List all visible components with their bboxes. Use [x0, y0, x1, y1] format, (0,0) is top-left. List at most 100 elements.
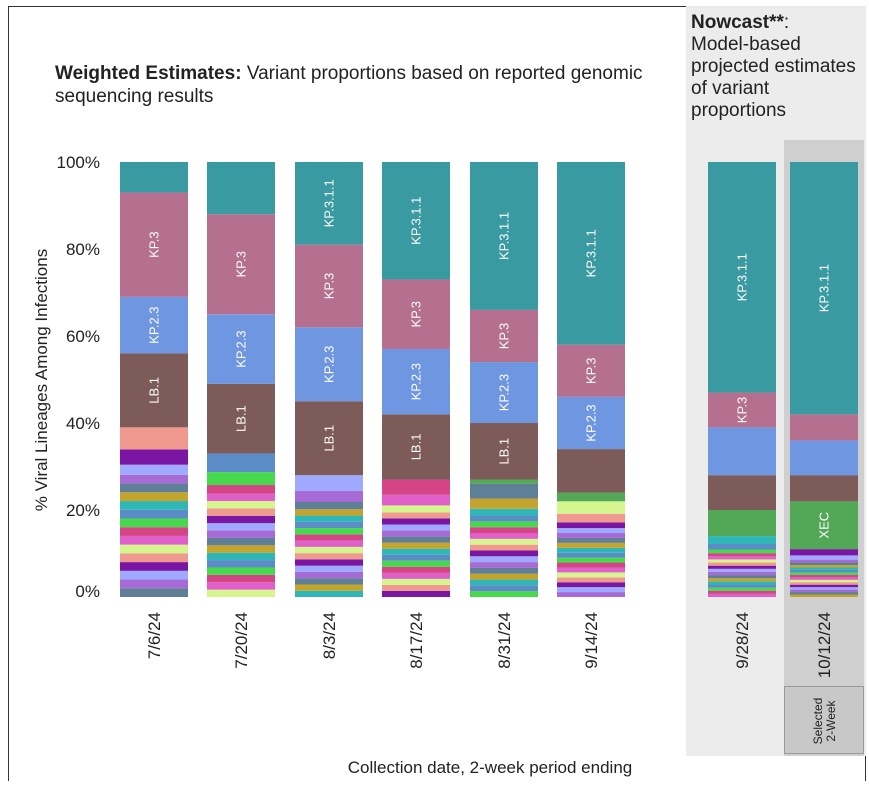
bar-data-label: KP.3: [584, 358, 599, 385]
bar-segment-other: [557, 557, 625, 563]
bar-segment-other: [207, 574, 275, 583]
bar-segment-kp-3: [790, 414, 858, 441]
bar-segment-other: [295, 521, 363, 529]
bar-segment-other: [120, 518, 188, 528]
bar-segment-other: [470, 521, 538, 528]
bar-segment-other: [470, 508, 538, 516]
bar-segment-other: [470, 591, 538, 597]
bar-segment-other: [207, 537, 275, 546]
bar-segment-other: [120, 553, 188, 563]
selected-line2: 2-Week: [824, 700, 838, 742]
bar-data-label: KP.3.1.1: [322, 179, 337, 227]
bar-segment-lb-1: [120, 353, 188, 428]
chart-title-rest: Variant proportions based on reported ge…: [55, 63, 643, 107]
bar-segment-other: [557, 522, 625, 529]
y-tick-label: 80%: [66, 240, 100, 259]
bar-segment-other: [470, 567, 538, 574]
bar-data-label: KP.2.3: [322, 346, 337, 383]
bar-segment-other: [120, 570, 188, 580]
bar-segment-other: [120, 474, 188, 484]
bar-segment-other: [708, 553, 776, 557]
bar-segment-other: [557, 542, 625, 548]
bar-segment-other: [120, 483, 188, 493]
bar-segment-lb-1: [382, 414, 450, 480]
bar-segment-other: [790, 555, 858, 560]
bar-data-label: KP.2.3: [234, 330, 249, 367]
bar-segment-other: [382, 566, 450, 573]
bar-segment-other: [382, 572, 450, 579]
bar-segment-xec: [790, 501, 858, 550]
bar-segment-kp-2-3: [790, 440, 858, 476]
bar-segment-other: [295, 571, 363, 579]
bar-segment-other: [790, 559, 858, 563]
bar-segment-other: [708, 571, 776, 576]
bar-data-label: KP.3.1.1: [584, 229, 599, 277]
bar-segment-other: [295, 509, 363, 516]
bar-segment-other: [382, 530, 450, 537]
bar-segment-other: [470, 550, 538, 557]
bar-segment-other: [207, 493, 275, 502]
x-tick-label: 7/20/24: [232, 612, 251, 669]
bar-segment-other: [120, 535, 188, 545]
bar-segment-kp-2-3: [382, 349, 450, 415]
y-tick-label: 40%: [66, 414, 100, 433]
bar-segment-other: [708, 587, 776, 591]
bar-data-label: KP.3: [497, 323, 512, 350]
bar-segment-other: [470, 562, 538, 568]
bar-segment-other: [470, 483, 538, 499]
bar-segment-other: [207, 515, 275, 524]
bar-segment-other: [382, 524, 450, 531]
bar-data-label: LB.1: [147, 377, 162, 404]
selected-2-week-badge[interactable]: Selected 2-Week: [784, 686, 864, 754]
bar-segment-other: [790, 587, 858, 590]
bar-segment-other: [207, 485, 275, 494]
bar-data-label: LB.1: [234, 405, 249, 432]
bar-segment-other: [790, 577, 858, 580]
bar-data-label: XEC: [817, 512, 832, 539]
bar-segment-other: [557, 537, 625, 543]
x-tick-label: 7/6/24: [145, 612, 164, 659]
bar-segment-other: [207, 582, 275, 590]
bar-segment-other: [470, 585, 538, 592]
selected-line1: Selected: [811, 697, 825, 745]
bar-data-label: KP.3.1.1: [409, 197, 424, 245]
nowcast-title-colon: :: [783, 12, 790, 33]
bar-segment-other: [557, 528, 625, 534]
bar-data-label: KP.3: [234, 251, 249, 278]
bar-segment-other: [790, 584, 858, 588]
bar-segment-other: [382, 542, 450, 549]
x-tick-label: 10/12/24: [815, 612, 834, 678]
bar-segment-lb-1: [295, 401, 363, 476]
bar-segment-other: [790, 572, 858, 575]
bar-segment-other: [295, 491, 363, 502]
bar-segment-other: [120, 501, 188, 510]
bar-segment-other: [708, 568, 776, 572]
bar-segment-other: [295, 584, 363, 591]
bar-data-label: KP.3.1.1: [735, 253, 750, 301]
bar-segment-other: [382, 494, 450, 506]
bar-segment-other: [557, 592, 625, 597]
bar-segment-kp-2-3: [557, 396, 625, 450]
bar-segment-other: [382, 560, 450, 567]
bar-segment-other: [470, 533, 538, 539]
bar-segment-other: [295, 578, 363, 585]
bar-segment-other: [557, 577, 625, 583]
nowcast-title-bold: Nowcast**: [691, 12, 784, 33]
bar-segment-xec: [708, 510, 776, 537]
bar-segment-kp-3-1-1: [382, 162, 450, 280]
bar-segment-kp-3: [295, 244, 363, 328]
bar-segment-kp-3: [470, 309, 538, 363]
bar-data-label: KP.2.3: [497, 374, 512, 411]
chart-title: Weighted Estimates: Variant proportions …: [55, 62, 655, 108]
bar-segment-other: [382, 505, 450, 513]
bar-segment-other: [120, 492, 188, 502]
bar-segment-other: [708, 544, 776, 550]
bar-segment-other: [790, 565, 858, 568]
bar-data-label: KP.3: [735, 397, 750, 424]
bar-segment-other: [382, 512, 450, 519]
bar-data-label: KP.2.3: [147, 306, 162, 343]
bar-segment-other: [207, 472, 275, 486]
bar-segment-lb-1: [207, 383, 275, 454]
bar-segment-other: [207, 589, 275, 597]
